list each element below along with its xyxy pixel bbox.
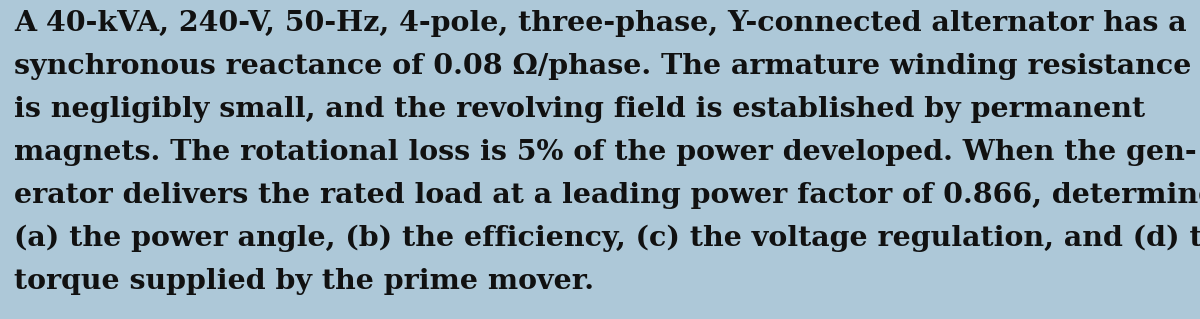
Text: is negligibly small, and the revolving field is established by permanent: is negligibly small, and the revolving f…	[14, 96, 1146, 123]
Text: synchronous reactance of 0.08 Ω/phase. The armature winding resistance: synchronous reactance of 0.08 Ω/phase. T…	[14, 53, 1192, 80]
Text: erator delivers the rated load at a leading power factor of 0.866, determine: erator delivers the rated load at a lead…	[14, 182, 1200, 209]
Text: torque supplied by the prime mover.: torque supplied by the prime mover.	[14, 268, 594, 295]
Text: A 40-kVA, 240-V, 50-Hz, 4-pole, three-phase, Y-connected alternator has a: A 40-kVA, 240-V, 50-Hz, 4-pole, three-ph…	[14, 10, 1187, 37]
Text: (a) the power angle, (b) the efficiency, (c) the voltage regulation, and (d) the: (a) the power angle, (b) the efficiency,…	[14, 225, 1200, 252]
Text: magnets. The rotational loss is 5% of the power developed. When the gen-: magnets. The rotational loss is 5% of th…	[14, 139, 1198, 166]
